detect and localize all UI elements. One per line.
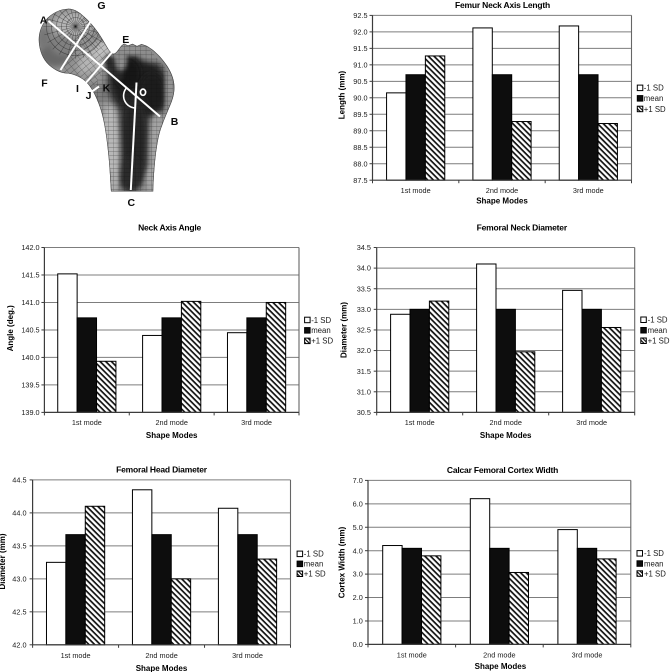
svg-text:Shape Modes: Shape Modes bbox=[475, 662, 527, 671]
svg-text:G: G bbox=[97, 0, 105, 12]
svg-text:mean: mean bbox=[311, 326, 331, 335]
svg-text:3rd mode: 3rd mode bbox=[572, 650, 603, 659]
svg-text:142.0: 142.0 bbox=[21, 243, 39, 252]
svg-text:34.0: 34.0 bbox=[357, 264, 371, 273]
svg-text:3rd mode: 3rd mode bbox=[232, 651, 263, 660]
svg-text:89.5: 89.5 bbox=[353, 110, 367, 119]
svg-text:42.0: 42.0 bbox=[12, 640, 26, 649]
svg-text:mean: mean bbox=[644, 94, 664, 103]
svg-text:91.0: 91.0 bbox=[353, 60, 367, 69]
svg-text:F: F bbox=[41, 77, 48, 89]
svg-text:141.5: 141.5 bbox=[21, 271, 39, 280]
svg-text:92.0: 92.0 bbox=[353, 27, 367, 36]
svg-text:91.5: 91.5 bbox=[353, 44, 367, 53]
svg-text:mean: mean bbox=[648, 326, 668, 335]
svg-text:Femoral Head Diameter: Femoral Head Diameter bbox=[116, 465, 208, 475]
svg-text:+1 SD: +1 SD bbox=[648, 337, 670, 346]
svg-text:89.0: 89.0 bbox=[353, 126, 367, 135]
svg-text:-1 SD: -1 SD bbox=[648, 316, 668, 325]
svg-text:32.0: 32.0 bbox=[357, 346, 371, 355]
svg-text:87.5: 87.5 bbox=[353, 176, 367, 185]
svg-text:J: J bbox=[86, 90, 92, 102]
svg-text:90.0: 90.0 bbox=[353, 93, 367, 102]
svg-text:2.0: 2.0 bbox=[353, 593, 363, 602]
svg-text:3rd mode: 3rd mode bbox=[576, 418, 607, 427]
svg-text:Cortex Width (mm): Cortex Width (mm) bbox=[338, 526, 347, 598]
svg-text:Diameter (mm): Diameter (mm) bbox=[340, 302, 349, 358]
svg-text:43.0: 43.0 bbox=[12, 574, 26, 583]
svg-text:I: I bbox=[76, 83, 79, 95]
svg-text:Femur Neck Axis Length: Femur Neck Axis Length bbox=[455, 0, 550, 10]
svg-text:Shape Modes: Shape Modes bbox=[480, 431, 532, 440]
svg-text:42.5: 42.5 bbox=[12, 607, 26, 616]
svg-text:4.0: 4.0 bbox=[353, 546, 363, 555]
svg-text:+1 SD: +1 SD bbox=[311, 337, 333, 346]
svg-text:139.0: 139.0 bbox=[21, 408, 39, 417]
svg-text:Shape Modes: Shape Modes bbox=[146, 431, 198, 440]
svg-text:A: A bbox=[40, 14, 48, 26]
svg-text:139.5: 139.5 bbox=[21, 381, 39, 390]
svg-text:43.5: 43.5 bbox=[12, 541, 26, 550]
svg-text:Neck Axis Angle: Neck Axis Angle bbox=[138, 222, 201, 232]
svg-text:mean: mean bbox=[644, 559, 664, 568]
svg-text:30.5: 30.5 bbox=[357, 408, 371, 417]
svg-text:32.5: 32.5 bbox=[357, 326, 371, 335]
svg-text:E: E bbox=[122, 34, 129, 46]
svg-text:3rd mode: 3rd mode bbox=[241, 418, 272, 427]
svg-text:88.5: 88.5 bbox=[353, 143, 367, 152]
svg-text:0.0: 0.0 bbox=[353, 640, 363, 649]
svg-text:140.5: 140.5 bbox=[21, 326, 39, 335]
svg-text:140.0: 140.0 bbox=[21, 353, 39, 362]
svg-text:6.0: 6.0 bbox=[353, 499, 363, 508]
svg-text:C: C bbox=[128, 197, 136, 209]
svg-text:2nd mode: 2nd mode bbox=[486, 186, 518, 195]
svg-text:44.0: 44.0 bbox=[12, 508, 26, 517]
svg-text:7.0: 7.0 bbox=[353, 476, 363, 485]
svg-text:Femoral Neck Diameter: Femoral Neck Diameter bbox=[477, 223, 568, 233]
svg-text:-1 SD: -1 SD bbox=[644, 549, 664, 558]
svg-text:Shape Modes: Shape Modes bbox=[136, 664, 188, 672]
svg-text:88.0: 88.0 bbox=[353, 159, 367, 168]
svg-text:1st mode: 1st mode bbox=[405, 418, 435, 427]
svg-text:1st mode: 1st mode bbox=[397, 650, 427, 659]
svg-text:2nd mode: 2nd mode bbox=[145, 651, 177, 660]
svg-text:31.0: 31.0 bbox=[357, 387, 371, 396]
svg-text:1st mode: 1st mode bbox=[72, 418, 102, 427]
svg-text:Shape Modes: Shape Modes bbox=[476, 197, 528, 206]
svg-text:Angle (deg.): Angle (deg.) bbox=[6, 305, 15, 352]
svg-text:1st mode: 1st mode bbox=[401, 186, 431, 195]
svg-text:-1 SD: -1 SD bbox=[304, 550, 324, 559]
svg-text:+1 SD: +1 SD bbox=[304, 570, 326, 579]
svg-text:2nd mode: 2nd mode bbox=[483, 650, 515, 659]
svg-text:-1 SD: -1 SD bbox=[644, 84, 664, 93]
svg-text:33.0: 33.0 bbox=[357, 305, 371, 314]
svg-text:+1 SD: +1 SD bbox=[644, 105, 666, 114]
svg-text:3rd mode: 3rd mode bbox=[573, 186, 604, 195]
svg-text:3.0: 3.0 bbox=[353, 570, 363, 579]
svg-text:mean: mean bbox=[304, 560, 324, 569]
svg-text:B: B bbox=[171, 116, 179, 128]
svg-text:44.5: 44.5 bbox=[12, 476, 26, 485]
svg-text:1.0: 1.0 bbox=[353, 617, 363, 626]
svg-text:-1 SD: -1 SD bbox=[311, 316, 331, 325]
svg-text:2nd mode: 2nd mode bbox=[489, 418, 521, 427]
svg-text:92.5: 92.5 bbox=[353, 11, 367, 20]
svg-text:+1 SD: +1 SD bbox=[644, 569, 666, 578]
svg-text:141.0: 141.0 bbox=[21, 298, 39, 307]
svg-text:Length (mm): Length (mm) bbox=[338, 70, 347, 119]
svg-text:Diameter (mm): Diameter (mm) bbox=[0, 533, 7, 589]
svg-text:Calcar Femoral Cortex Width: Calcar Femoral Cortex Width bbox=[447, 465, 558, 475]
svg-text:2nd mode: 2nd mode bbox=[155, 418, 187, 427]
svg-text:34.5: 34.5 bbox=[357, 243, 371, 252]
svg-text:33.5: 33.5 bbox=[357, 284, 371, 293]
svg-text:K: K bbox=[103, 83, 111, 95]
svg-text:90.5: 90.5 bbox=[353, 77, 367, 86]
svg-text:31.5: 31.5 bbox=[357, 367, 371, 376]
svg-text:1st mode: 1st mode bbox=[61, 651, 91, 660]
svg-text:5.0: 5.0 bbox=[353, 523, 363, 532]
